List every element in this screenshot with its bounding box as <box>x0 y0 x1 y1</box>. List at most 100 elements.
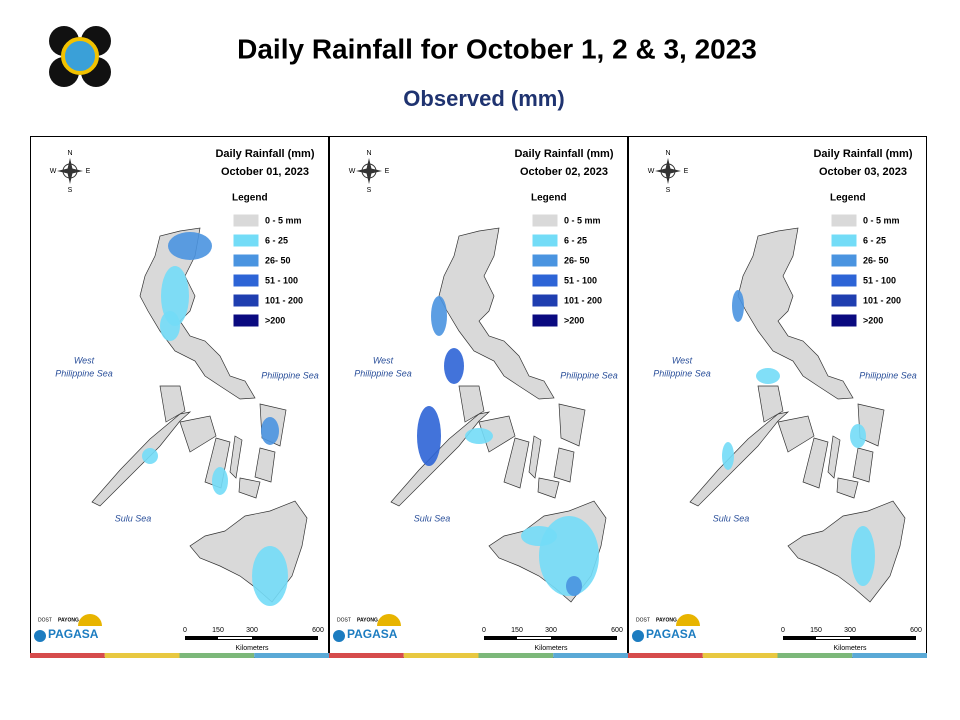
sea-label: Philippine Sea <box>859 370 917 380</box>
island <box>159 385 186 423</box>
island <box>503 437 530 489</box>
legend-swatch <box>232 293 260 308</box>
scale-unit: Kilometers <box>534 645 568 652</box>
scale-label: 300 <box>844 627 856 634</box>
sea-label: Sulu Sea <box>115 513 152 523</box>
island <box>836 477 859 499</box>
compass-label: E <box>86 168 91 175</box>
map-panel: N E S W Daily Rainfall (mm) October 02, 2023 L… <box>329 136 628 658</box>
scale-label: 600 <box>910 627 922 634</box>
rain-area <box>851 526 875 586</box>
map-heading: Daily Rainfall (mm) <box>514 148 613 160</box>
rain-area <box>850 424 866 448</box>
legend-label: >200 <box>863 315 883 325</box>
scale-label: 300 <box>545 627 557 634</box>
compass-label: N <box>665 150 670 157</box>
logo-name: PAGASA <box>48 627 99 641</box>
sea-label: West <box>672 355 693 365</box>
legend-label: 0 - 5 mm <box>564 215 601 225</box>
legend-label: 51 - 100 <box>564 275 597 285</box>
agency-logo <box>48 25 112 88</box>
scale-unit: Kilometers <box>833 645 867 652</box>
rain-area <box>722 442 734 470</box>
sea-label: Philippine Sea <box>560 370 618 380</box>
rain-area <box>142 448 158 464</box>
compass-label: W <box>349 168 356 175</box>
pagasa-icon <box>34 630 46 642</box>
logo-dost: DOST <box>636 617 650 623</box>
compass-label: E <box>385 168 390 175</box>
color-stripe <box>403 653 479 658</box>
compass-label: S <box>367 187 372 194</box>
color-stripe <box>777 653 853 658</box>
rain-area <box>431 296 447 336</box>
scale-label: 600 <box>611 627 623 634</box>
scale-bar-seg <box>517 637 551 639</box>
legend-title: Legend <box>531 193 567 204</box>
island <box>238 477 261 499</box>
island <box>537 477 560 499</box>
logo-dost: DOST <box>38 617 52 623</box>
scale-label: 300 <box>246 627 258 634</box>
sea-label: West <box>373 355 394 365</box>
color-stripe <box>553 653 628 658</box>
island <box>787 500 906 603</box>
scale-label: 0 <box>482 627 486 634</box>
logo-dost: DOST <box>337 617 351 623</box>
legend-swatch <box>531 293 559 308</box>
legend-swatch <box>531 233 559 248</box>
island <box>757 385 784 423</box>
map-heading: Daily Rainfall (mm) <box>215 148 314 160</box>
compass-label: N <box>366 150 371 157</box>
compass-label: N <box>67 150 72 157</box>
sea-label: Philippine Sea <box>261 370 319 380</box>
scale-label: 600 <box>312 627 324 634</box>
legend-label: 0 - 5 mm <box>265 215 302 225</box>
legend-title: Legend <box>830 193 866 204</box>
compass-label: E <box>684 168 689 175</box>
map-date: October 03, 2023 <box>819 166 907 178</box>
pagasa-icon <box>632 630 644 642</box>
island <box>553 447 575 483</box>
color-stripe <box>104 653 180 658</box>
island <box>827 435 841 479</box>
sea-label: Sulu Sea <box>713 513 750 523</box>
legend-label: 6 - 25 <box>265 235 288 245</box>
legend-label: 101 - 200 <box>265 295 303 305</box>
rain-area <box>161 266 189 326</box>
scale-label: 0 <box>183 627 187 634</box>
rain-area <box>168 232 212 260</box>
legend-label: 101 - 200 <box>564 295 602 305</box>
legend-label: 0 - 5 mm <box>863 215 900 225</box>
compass-needle <box>655 168 681 174</box>
legend-label: 26- 50 <box>564 255 590 265</box>
legend-label: 6 - 25 <box>564 235 587 245</box>
payong-icon <box>78 614 102 626</box>
map-panel: N E S W Daily Rainfall (mm) October 03, 2023 L… <box>628 136 927 658</box>
legend-label: 51 - 100 <box>863 275 896 285</box>
rain-area <box>417 406 441 466</box>
legend-swatch <box>830 233 858 248</box>
compass-needle <box>57 168 83 174</box>
legend-swatch <box>830 253 858 268</box>
legend-swatch <box>232 273 260 288</box>
rain-area <box>732 290 744 322</box>
island <box>558 403 586 447</box>
island <box>777 415 815 453</box>
color-stripe <box>478 653 554 658</box>
panels: N E S W Daily Rainfall (mm) October 01, 2023 L… <box>30 136 927 658</box>
logo-seal <box>61 37 99 75</box>
compass-label: S <box>68 187 73 194</box>
compass-needle <box>356 168 382 174</box>
scale-label: 150 <box>511 627 523 634</box>
sea-label: Sulu Sea <box>414 513 451 523</box>
legend-label: >200 <box>265 315 285 325</box>
island <box>229 435 243 479</box>
legend-label: 51 - 100 <box>265 275 298 285</box>
island <box>91 411 192 507</box>
legend-swatch <box>232 233 260 248</box>
map-date: October 01, 2023 <box>221 166 309 178</box>
title: Daily Rainfall for October 1, 2 & 3, 202… <box>237 33 757 64</box>
payong-icon <box>377 614 401 626</box>
color-stripe <box>30 653 105 658</box>
